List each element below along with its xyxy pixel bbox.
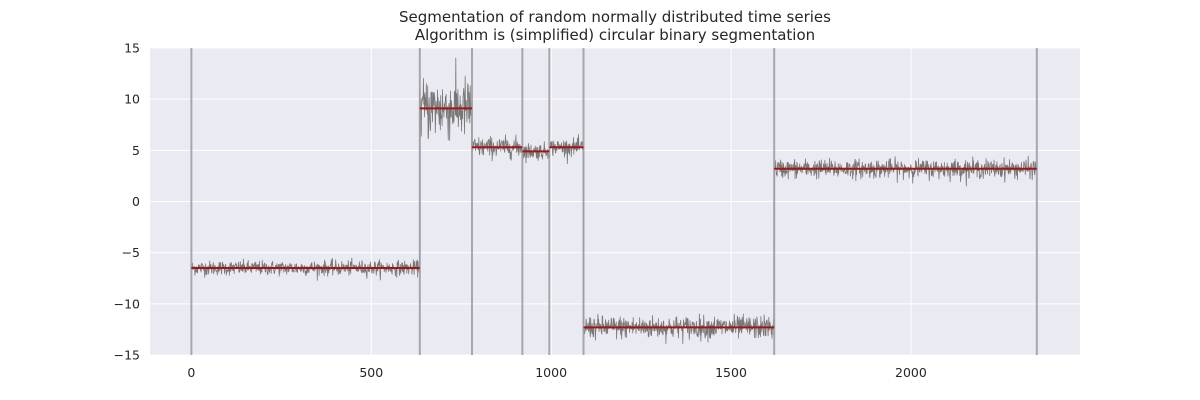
y-tick-label: −5 <box>122 245 140 260</box>
y-tick-label: −15 <box>114 348 140 363</box>
x-tick-label: 1500 <box>715 365 747 380</box>
chart-title: Segmentation of random normally distribu… <box>399 8 831 26</box>
y-tick-label: −10 <box>114 296 140 311</box>
series-line <box>190 57 1037 345</box>
x-tick-label: 0 <box>187 365 195 380</box>
chart-subtitle: Algorithm is (simplified) circular binar… <box>414 26 816 44</box>
y-tick-label: 0 <box>132 194 140 209</box>
x-tick-label: 500 <box>359 365 383 380</box>
y-tick-label: 15 <box>124 41 140 56</box>
x-tick-label: 1000 <box>535 365 567 380</box>
x-tick-label: 2000 <box>895 365 927 380</box>
y-tick-label: 10 <box>124 92 140 107</box>
y-tick-label: 5 <box>132 143 140 158</box>
